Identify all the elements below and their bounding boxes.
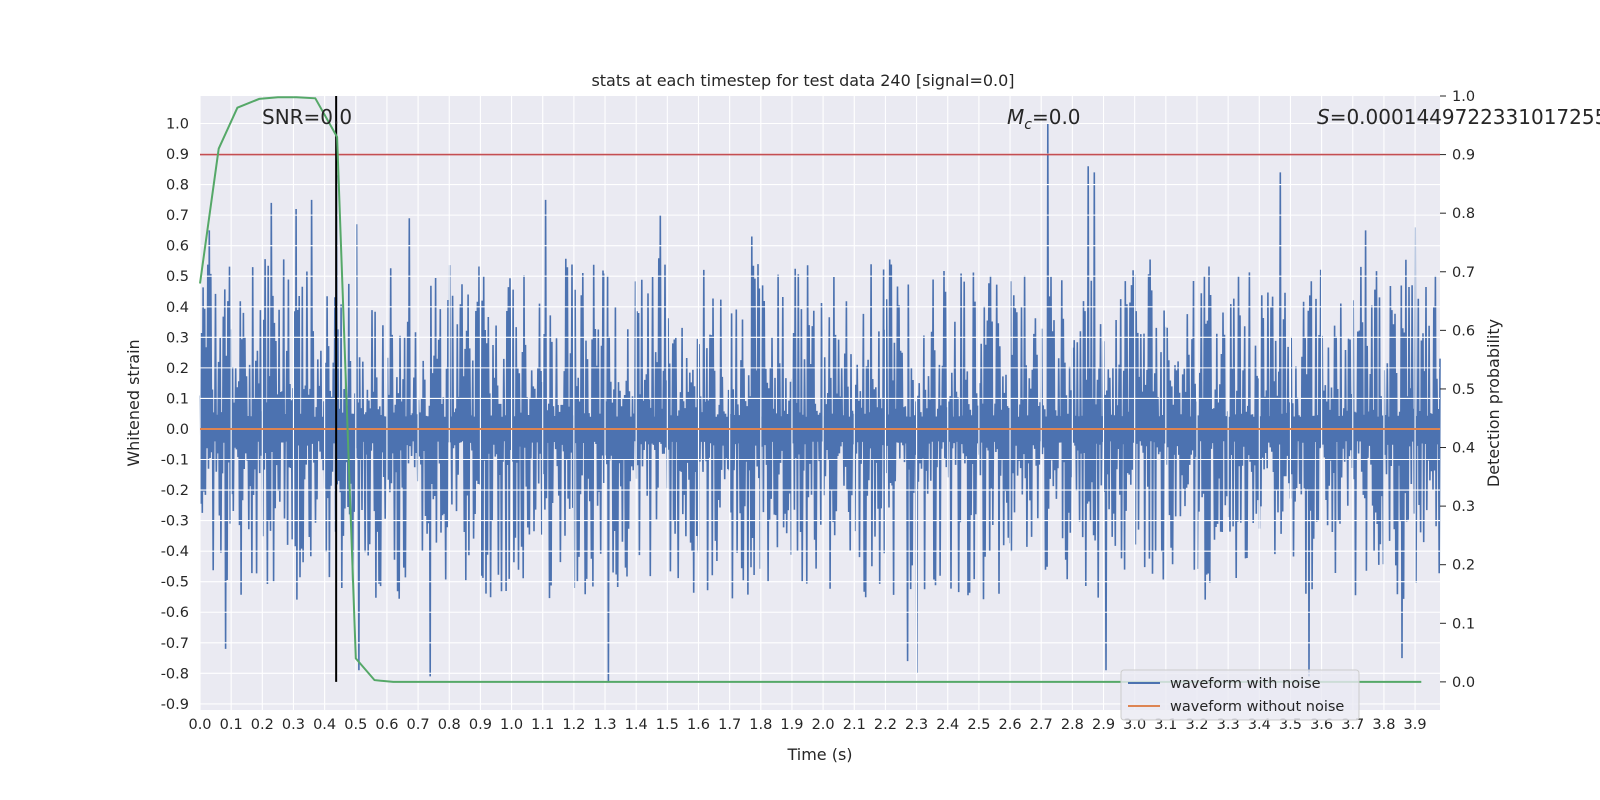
x-tick-label: 1.4 bbox=[625, 717, 648, 733]
y-tick-label: -0.1 bbox=[161, 453, 189, 469]
overlay-lines bbox=[199, 96, 1440, 683]
x-tick-label: 3.1 bbox=[1154, 717, 1177, 733]
y-tick-label: -0.5 bbox=[161, 575, 189, 591]
x-tick-label: 1.2 bbox=[562, 717, 585, 733]
x-tick-label: 1.5 bbox=[656, 717, 679, 733]
y-tick-label: -0.8 bbox=[161, 666, 189, 682]
x-tick-label: 2.8 bbox=[1061, 717, 1084, 733]
x-tick-label: 0.6 bbox=[375, 717, 398, 733]
right-tick-label: 1.0 bbox=[1452, 89, 1475, 105]
series-waveform-with-noise bbox=[199, 123, 1441, 683]
x-tick-label: 3.6 bbox=[1310, 717, 1333, 733]
x-tick-label: 1.0 bbox=[500, 717, 523, 733]
right-tick-label: 0.1 bbox=[1452, 616, 1475, 632]
right-tick-label: 0.3 bbox=[1452, 499, 1475, 515]
x-tick-label: 2.3 bbox=[905, 717, 928, 733]
mc-symbol: M bbox=[1007, 105, 1024, 129]
x-tick-label: 2.9 bbox=[1092, 717, 1115, 733]
x-tick-label: 3.9 bbox=[1404, 717, 1427, 733]
grid-lines bbox=[199, 96, 1440, 710]
x-tick-label: 2.0 bbox=[812, 717, 835, 733]
chart-title: stats at each timestep for test data 240… bbox=[591, 71, 1014, 90]
s-value: =0.00014497223310172558 bbox=[1330, 105, 1600, 129]
snr-annotation: SNR=0.0 bbox=[262, 105, 352, 129]
y-tick-label: 0.1 bbox=[166, 391, 189, 407]
x-tick-label: 0.5 bbox=[344, 717, 367, 733]
y-tick-label: 0.8 bbox=[166, 178, 189, 194]
y-tick-label: -0.9 bbox=[161, 697, 189, 713]
x-tick-label: 3.2 bbox=[1185, 717, 1208, 733]
right-tick-label: 0.8 bbox=[1452, 206, 1475, 222]
y-axis-label: Whitened strain bbox=[124, 339, 143, 466]
x-tick-label: 0.2 bbox=[251, 717, 274, 733]
y-tick-label: -0.3 bbox=[161, 514, 189, 530]
x-tick-label: 2.5 bbox=[967, 717, 990, 733]
right-tick-label: 0.4 bbox=[1452, 441, 1475, 457]
x-tick-label: 2.4 bbox=[936, 717, 959, 733]
right-tick-label: 0.9 bbox=[1452, 148, 1475, 164]
x-tick-label: 1.3 bbox=[593, 717, 616, 733]
x-tick-label: 1.7 bbox=[718, 717, 741, 733]
legend-box bbox=[1120, 669, 1360, 721]
x-tick-label: 2.2 bbox=[874, 717, 897, 733]
chirp-mass-annotation: Mc=0.0 bbox=[1007, 105, 1081, 133]
x-tick-label: 0.1 bbox=[220, 717, 243, 733]
right-axis-label: Detection probability bbox=[1484, 319, 1503, 487]
x-axis-label: Time (s) bbox=[786, 745, 852, 764]
y-tick-label: -0.7 bbox=[161, 636, 189, 652]
x-tick-label: 0.8 bbox=[438, 717, 461, 733]
y-tick-label: 0.9 bbox=[166, 147, 189, 163]
x-tick-label: 1.1 bbox=[531, 717, 554, 733]
y-tick-label: 0.7 bbox=[166, 208, 189, 224]
s-annotation: S=0.00014497223310172558 bbox=[1317, 105, 1600, 129]
y-tick-label: -0.2 bbox=[161, 483, 189, 499]
y-tick-label: 0.4 bbox=[166, 300, 189, 316]
x-tick-label: 3.3 bbox=[1217, 717, 1240, 733]
y-axis-ticks: 1.0 0.9 0.8 0.7 0.6 0.5 0.4 0.3 0.2 0.1 0.0 -0.1 -0.… bbox=[161, 116, 189, 712]
s-annotation-clip: S=0.00014497223310172558 bbox=[1317, 105, 1600, 129]
y-tick-label: -0.4 bbox=[161, 544, 189, 560]
right-tick-label: 0.0 bbox=[1452, 675, 1475, 691]
legend-label-with-noise: waveform with noise bbox=[1170, 676, 1321, 692]
mc-value: =0.0 bbox=[1032, 105, 1081, 129]
x-tick-label: 2.1 bbox=[843, 717, 866, 733]
x-axis-ticks: 0.0 0.1 0.2 0.3 0.4 0.5 0.6 0.7 0.8 0.9 1.0 1.1 1.2 1… bbox=[188, 717, 1426, 733]
right-tick-label: 0.6 bbox=[1452, 323, 1475, 339]
legend-label-without-noise: waveform without noise bbox=[1170, 699, 1344, 715]
right-axis-ticks: 1.0 0.9 0.8 0.7 0.6 0.5 0.4 0.3 0.2 0.1 0.0 bbox=[1440, 89, 1475, 691]
mc-subscript: c bbox=[1024, 117, 1032, 133]
x-tick-label: 0.4 bbox=[313, 717, 336, 733]
x-tick-label: 3.0 bbox=[1123, 717, 1146, 733]
x-tick-label: 3.4 bbox=[1248, 717, 1271, 733]
x-tick-label: 3.5 bbox=[1279, 717, 1302, 733]
s-symbol: S bbox=[1317, 105, 1330, 129]
x-tick-label: 1.6 bbox=[687, 717, 710, 733]
x-tick-label: 1.8 bbox=[749, 717, 772, 733]
legend: waveform with noise waveform without noi… bbox=[1120, 669, 1360, 721]
detection-probability-line bbox=[199, 96, 1422, 683]
x-tick-label: 0.9 bbox=[469, 717, 492, 733]
right-tick-label: 0.2 bbox=[1452, 558, 1475, 574]
y-tick-label: 0.2 bbox=[166, 361, 189, 377]
x-tick-label: 2.7 bbox=[1030, 717, 1053, 733]
y-tick-label: 0.0 bbox=[166, 422, 189, 438]
y-tick-label: 0.5 bbox=[166, 269, 189, 285]
plot-area bbox=[200, 96, 1440, 710]
y-tick-label: 1.0 bbox=[166, 116, 189, 132]
x-tick-label: 3.8 bbox=[1372, 717, 1395, 733]
x-tick-label: 0.3 bbox=[282, 717, 305, 733]
right-tick-label: 0.7 bbox=[1452, 265, 1475, 281]
x-tick-label: 2.6 bbox=[999, 717, 1022, 733]
x-tick-label: 0.0 bbox=[188, 717, 211, 733]
right-tick-label: 0.5 bbox=[1452, 382, 1475, 398]
x-tick-label: 1.9 bbox=[780, 717, 803, 733]
waveform-with-noise-line bbox=[199, 123, 1441, 683]
x-tick-label: 0.7 bbox=[407, 717, 430, 733]
x-tick-label: 3.7 bbox=[1341, 717, 1364, 733]
y-tick-label: 0.3 bbox=[166, 330, 189, 346]
y-tick-label: 0.6 bbox=[166, 239, 189, 255]
y-tick-label: -0.6 bbox=[161, 605, 189, 621]
